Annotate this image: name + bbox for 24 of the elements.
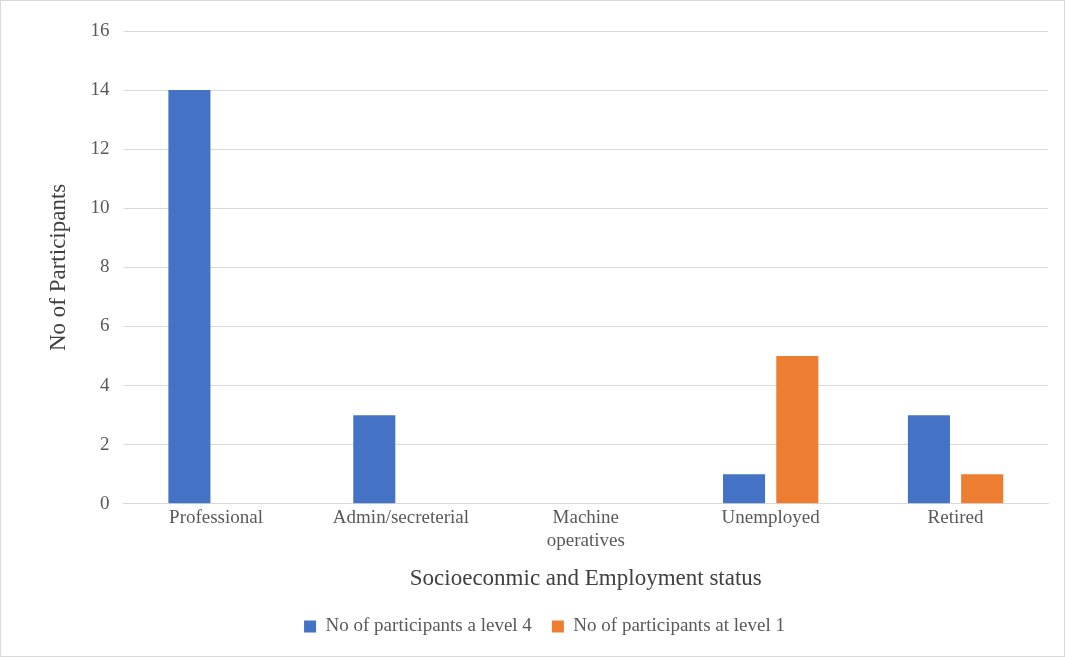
- y-tick-label: 8: [100, 255, 110, 277]
- x-tick-label: Retired: [927, 506, 985, 528]
- x-tick-label: Professional: [169, 506, 264, 528]
- legend-label: No of participants a level 4: [325, 614, 533, 636]
- bar: [353, 415, 396, 504]
- y-tick-label: 16: [90, 18, 110, 40]
- y-tick-label: 4: [100, 373, 111, 395]
- y-tick-label: 14: [90, 78, 111, 100]
- bar: [776, 356, 819, 504]
- x-axis-title: Socioeconmic and Employment status: [409, 565, 762, 591]
- bar: [907, 415, 950, 504]
- y-tick-label: 0: [100, 491, 110, 513]
- y-tick-label: 6: [100, 314, 110, 336]
- x-tick-label: Admin/secreterial: [332, 506, 469, 528]
- y-axis-title: No of Participants: [44, 183, 70, 352]
- bar: [168, 90, 211, 504]
- y-tick-label: 10: [90, 196, 110, 218]
- legend-label: No of participants at level 1: [573, 614, 785, 636]
- bar: [961, 474, 1004, 504]
- x-tick-label: Machine operatives: [546, 506, 625, 550]
- bar: [723, 474, 766, 504]
- y-tick-label: 2: [100, 432, 110, 454]
- x-tick-label: Unemployed: [721, 506, 821, 528]
- y-tick-label: 12: [90, 137, 110, 159]
